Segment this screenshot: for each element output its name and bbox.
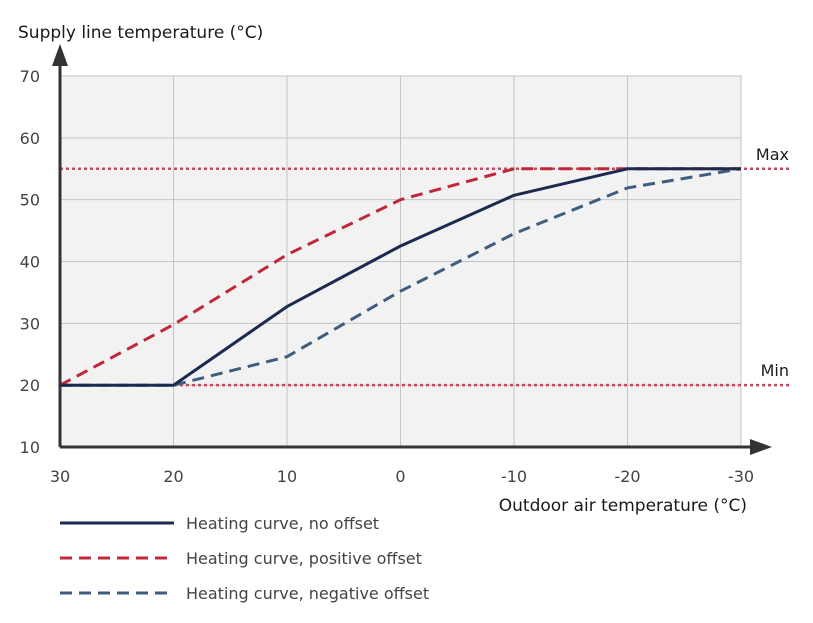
legend: Heating curve, no offset Heating curve, p…: [60, 514, 429, 603]
x-tick-label: 30: [50, 467, 70, 486]
y-tick-label: 50: [20, 191, 40, 210]
legend-label: Heating curve, positive offset: [186, 549, 422, 568]
y-tick-label: 30: [20, 314, 40, 333]
x-axis-arrow-icon: [750, 439, 772, 455]
x-tick-labels: 30 20 10 0 -10 -20 -30: [50, 467, 754, 486]
x-tick-label: -30: [728, 467, 754, 486]
reference-label-max: Max: [756, 145, 789, 164]
legend-label: Heating curve, negative offset: [186, 584, 429, 603]
reference-label-min: Min: [761, 361, 789, 380]
y-tick-label: 40: [20, 253, 40, 272]
y-tick-label: 20: [20, 376, 40, 395]
y-tick-label: 60: [20, 129, 40, 148]
series-line-no-offset: [60, 167, 741, 387]
x-tick-label: 0: [395, 467, 405, 486]
x-tick-label: 20: [163, 467, 183, 486]
x-axis-title: Outdoor air temperature (°C): [499, 496, 747, 516]
y-axis-arrow-icon: [52, 44, 68, 66]
x-tick-label: -10: [501, 467, 527, 486]
legend-label: Heating curve, no offset: [186, 514, 379, 533]
y-axis-title: Supply line temperature (°C): [18, 23, 263, 43]
y-tick-labels: 10 20 30 40 50 60 70: [20, 67, 40, 457]
y-tick-label: 10: [20, 438, 40, 457]
y-tick-label: 70: [20, 67, 40, 86]
axes: [52, 44, 772, 455]
series-line-negative-offset: [60, 167, 741, 387]
x-tick-label: -20: [614, 467, 640, 486]
x-tick-label: 10: [277, 467, 297, 486]
series-layer: [60, 167, 741, 387]
